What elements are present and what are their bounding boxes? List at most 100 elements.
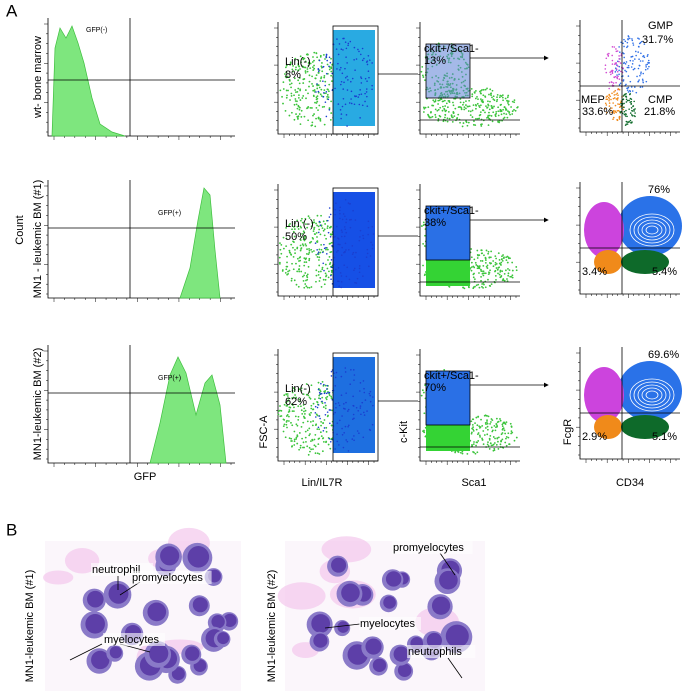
event-dot: [289, 406, 292, 409]
event-dot: [503, 429, 506, 432]
event-dot: [305, 244, 308, 247]
gate-label: ckit+/Sca1-: [424, 370, 479, 382]
event-dot: [339, 272, 342, 274]
event-dot: [317, 270, 320, 273]
event-dot: [457, 106, 460, 109]
event-dot: [501, 255, 503, 258]
event-dot: [326, 384, 329, 387]
event-dot: [315, 98, 318, 101]
event-dot: [483, 434, 486, 436]
event-dot: [422, 243, 425, 245]
event-dot: [300, 61, 303, 64]
event-dot: [337, 237, 339, 239]
event-dot: [366, 63, 369, 66]
event-dot: [423, 431, 426, 434]
event-dot: [327, 96, 330, 99]
event-dot: [484, 414, 487, 417]
event-dot: [491, 120, 494, 123]
event-dot: [478, 272, 480, 274]
event-dot: [344, 198, 347, 201]
event-dot: [325, 441, 327, 444]
event-dot: [486, 443, 489, 446]
event-dot: [639, 74, 641, 77]
event-dot: [333, 256, 336, 259]
event-dot: [505, 108, 508, 111]
event-dot: [327, 391, 329, 394]
event-dot: [474, 422, 476, 425]
event-dot: [288, 409, 291, 411]
event-dot: [460, 108, 463, 111]
event-dot: [612, 102, 614, 104]
event-dot: [324, 272, 327, 275]
contour: [641, 222, 663, 238]
event-dot: [360, 77, 363, 80]
event-dot: [319, 397, 322, 400]
event-dot: [472, 429, 475, 432]
event-dot: [616, 50, 619, 52]
event-dot: [293, 279, 296, 282]
event-dot: [302, 279, 305, 282]
event-dot: [479, 111, 482, 114]
event-dot: [511, 261, 514, 264]
event-dot: [502, 257, 505, 260]
event-dot: [337, 243, 340, 246]
event-dot: [486, 419, 488, 422]
event-dot: [434, 108, 437, 111]
event-dot: [294, 89, 297, 91]
event-dot: [294, 397, 297, 400]
event-dot: [487, 103, 489, 106]
event-dot: [639, 60, 642, 62]
event-dot: [483, 283, 485, 286]
smear: [321, 536, 372, 563]
event-dot: [292, 225, 295, 228]
event-dot: [477, 283, 480, 286]
event-dot: [322, 437, 325, 439]
event-dot: [611, 71, 614, 73]
event-dot: [492, 265, 495, 268]
event-dot: [482, 94, 485, 97]
event-dot: [287, 397, 290, 400]
event-dot: [490, 94, 492, 97]
event-dot: [422, 264, 424, 267]
event-dot: [321, 400, 323, 403]
event-dot: [282, 430, 285, 433]
event-dot: [605, 57, 608, 60]
event-dot: [424, 79, 426, 81]
event-dot: [482, 88, 485, 91]
event-dot: [315, 269, 318, 272]
event-dot: [345, 218, 348, 221]
event-dot: [507, 110, 509, 113]
event-dot: [297, 228, 300, 230]
event-dot: [338, 285, 340, 287]
event-dot: [349, 383, 352, 386]
gfp-axis-label: GFP: [134, 471, 157, 483]
event-dot: [313, 444, 316, 447]
event-dot: [350, 98, 352, 100]
event-dot: [613, 76, 615, 78]
event-dot: [631, 55, 634, 58]
event-dot: [345, 114, 348, 116]
event-dot: [290, 437, 293, 440]
event-dot: [626, 41, 629, 44]
nucleus: [439, 570, 458, 590]
event-dot: [447, 110, 450, 113]
event-dot: [612, 118, 614, 121]
event-dot: [622, 80, 625, 82]
annotation: promyelocytes: [393, 542, 464, 554]
event-dot: [502, 254, 504, 256]
event-dot: [627, 91, 630, 93]
event-dot: [459, 101, 462, 104]
event-dot: [323, 76, 326, 79]
event-dot: [614, 104, 617, 107]
event-dot: [323, 392, 326, 395]
event-dot: [438, 114, 441, 117]
event-dot: [309, 421, 312, 423]
event-dot: [505, 435, 508, 438]
event-dot: [335, 406, 337, 409]
contour: [633, 216, 671, 244]
event-dot: [306, 420, 309, 423]
event-dot: [304, 235, 306, 238]
event-dot: [343, 407, 345, 410]
event-dot: [608, 105, 611, 107]
event-dot: [324, 92, 327, 95]
